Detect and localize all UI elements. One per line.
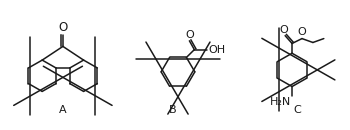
Text: OH: OH bbox=[208, 45, 225, 55]
Text: O: O bbox=[58, 21, 68, 34]
Text: C: C bbox=[293, 105, 301, 115]
Text: O: O bbox=[185, 30, 194, 40]
Text: O: O bbox=[280, 25, 288, 35]
Text: O: O bbox=[298, 27, 306, 37]
Text: B: B bbox=[169, 105, 177, 115]
Text: H₂N: H₂N bbox=[270, 97, 291, 107]
Text: A: A bbox=[59, 105, 67, 115]
